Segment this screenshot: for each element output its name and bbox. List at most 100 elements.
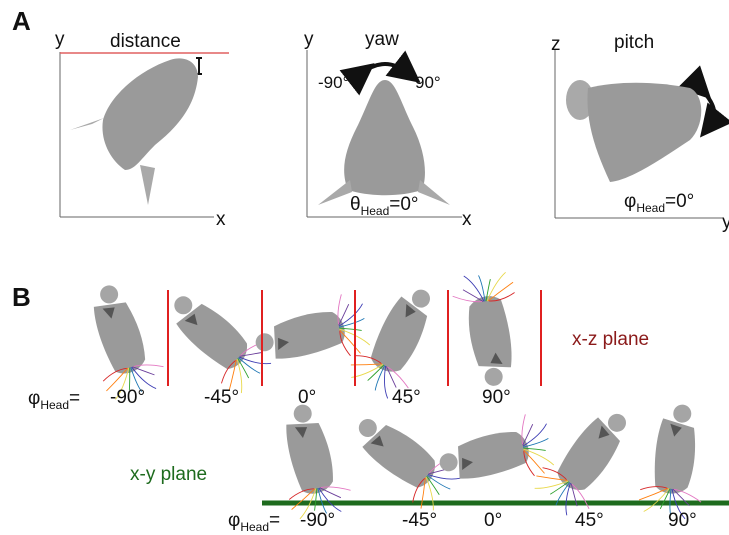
whisker: [485, 279, 491, 302]
axis-label: y: [722, 212, 729, 233]
eye: [598, 425, 610, 439]
axis-label: y: [55, 29, 65, 50]
eye: [294, 427, 308, 438]
whisker: [314, 488, 318, 511]
angle-label: 0°: [298, 387, 316, 408]
whisker: [239, 351, 263, 357]
whisker: [571, 483, 590, 509]
head-model: [174, 296, 272, 394]
ear: [255, 333, 274, 352]
angle-caption: θHead=0°: [350, 194, 419, 218]
head: [344, 80, 425, 196]
whisker: [350, 363, 383, 366]
whisker: [319, 487, 342, 499]
ear: [439, 453, 458, 472]
whisker: [128, 367, 131, 391]
head-model: [439, 414, 555, 479]
axis-label: y: [304, 29, 314, 50]
eye: [490, 352, 503, 365]
ear: [70, 118, 155, 205]
whisker: [640, 486, 668, 491]
plane-label: x-y plane: [130, 464, 207, 485]
whisker: [522, 423, 534, 446]
panel-title: distance: [110, 31, 181, 52]
head: [458, 432, 529, 479]
whisker: [384, 365, 389, 399]
angle-caption: φHead=: [228, 510, 280, 534]
whisker: [425, 476, 434, 511]
eye: [670, 423, 682, 437]
whisker: [523, 448, 555, 466]
whisker: [486, 271, 506, 302]
whisker: [427, 474, 461, 480]
angle-caption: φHead=0°: [624, 191, 694, 215]
angle-subscript: Head: [40, 398, 69, 412]
ear: [566, 80, 594, 120]
angle-label: 90°: [668, 510, 697, 531]
whisker: [487, 281, 514, 302]
whisker: [534, 480, 569, 489]
whisker: [299, 488, 317, 520]
whisker: [339, 327, 362, 331]
angle-symbol: φ: [228, 510, 240, 531]
head: [274, 312, 345, 359]
head-model: [358, 419, 461, 511]
panel-label: B: [12, 282, 31, 312]
head-model: [452, 271, 515, 386]
whisker: [536, 475, 568, 481]
angle-subscript: Head: [636, 201, 665, 215]
whisker: [523, 437, 549, 448]
head: [370, 296, 428, 372]
whisker: [318, 487, 342, 512]
whisker: [131, 366, 157, 389]
whisker: [523, 447, 546, 451]
whisker: [489, 292, 515, 302]
whisker: [570, 483, 578, 507]
plane-label: x-z plane: [572, 329, 649, 350]
whisker: [521, 414, 526, 445]
eye: [405, 304, 416, 318]
ear: [412, 289, 430, 308]
axis-label: z: [551, 34, 561, 55]
head: [93, 302, 146, 374]
angle-symbol: φ: [28, 388, 40, 409]
angle-label: 0°: [484, 510, 502, 531]
whisker: [523, 451, 535, 477]
whisker: [337, 294, 342, 325]
head: [286, 423, 333, 494]
eye: [102, 307, 115, 319]
whisker: [478, 275, 486, 302]
whisker: [238, 357, 261, 374]
whisker: [339, 328, 371, 346]
angle-value: =0°: [665, 191, 694, 212]
whisker: [462, 289, 484, 302]
whisker: [338, 303, 350, 326]
whisker: [523, 449, 545, 474]
whisker: [671, 488, 686, 520]
whisker: [367, 364, 385, 381]
whisker: [236, 358, 243, 394]
whisker: [317, 488, 328, 514]
whisker: [238, 356, 272, 365]
angle-value: =0°: [389, 194, 418, 215]
head-model: [286, 404, 351, 520]
ear: [358, 419, 377, 438]
head-model: [255, 294, 371, 359]
axis-label: x: [216, 209, 226, 230]
whisker: [338, 303, 363, 327]
whisker: [643, 488, 670, 512]
ear: [318, 180, 450, 205]
rotation-arrow: [677, 65, 729, 138]
whisker: [565, 482, 571, 516]
whisker: [221, 360, 236, 384]
whisker: [288, 488, 314, 500]
whisker: [638, 487, 669, 501]
whisker: [228, 359, 237, 391]
angle-label: -45°: [402, 510, 437, 531]
angle-symbol: θ: [350, 194, 361, 215]
head-model: [638, 404, 702, 520]
whisker: [412, 478, 426, 503]
eye: [278, 337, 289, 351]
